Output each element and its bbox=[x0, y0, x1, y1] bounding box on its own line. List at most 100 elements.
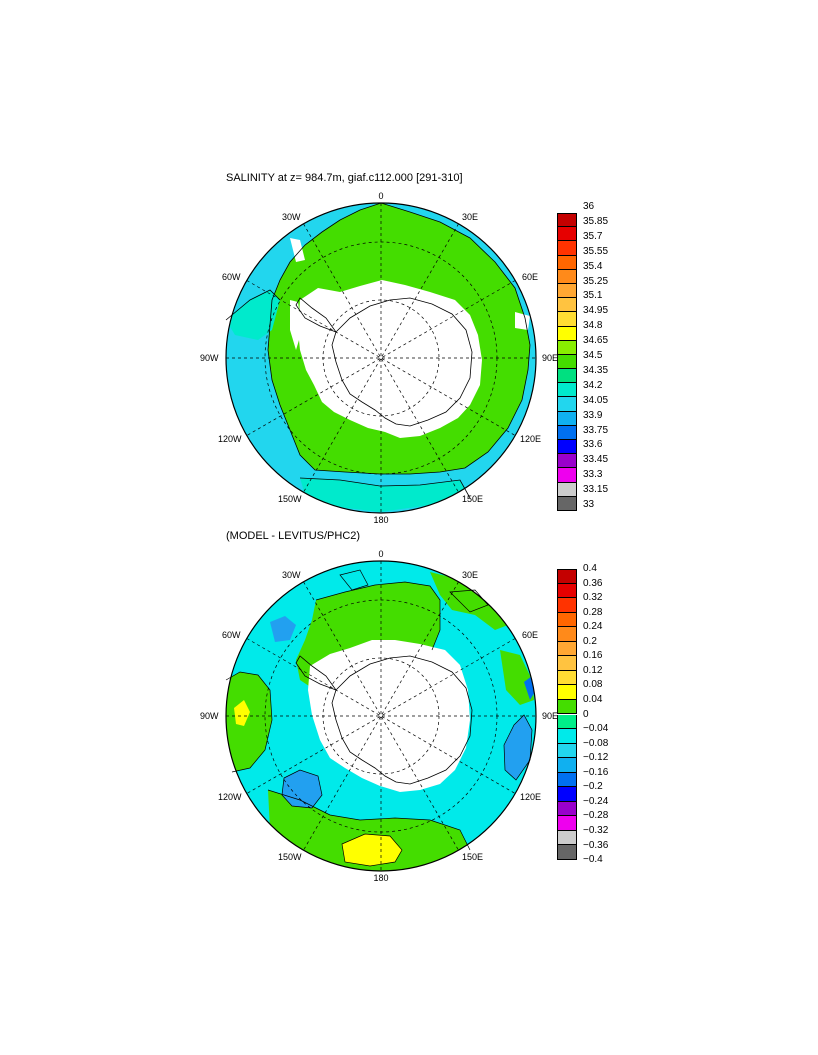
colorbar-swatch bbox=[557, 627, 577, 642]
salinity-cyan-patch-2 bbox=[300, 478, 470, 512]
meridian-label: 30E bbox=[462, 212, 478, 222]
graticule-2 bbox=[226, 561, 536, 871]
colorbar-swatch bbox=[557, 641, 577, 657]
meridian-label: 30W bbox=[282, 570, 301, 580]
difference-background-field bbox=[226, 561, 536, 871]
colorbar-swatch bbox=[557, 714, 577, 730]
colorbar-tick-label: 35.4 bbox=[583, 260, 603, 272]
colorbar-tick-label: 33.9 bbox=[583, 409, 603, 421]
colorbar-tick-label: −0.36 bbox=[583, 839, 609, 851]
meridian-label: 60E bbox=[522, 272, 538, 282]
antarctic-peninsula-1 bbox=[295, 297, 338, 333]
colorbar-swatch bbox=[557, 340, 577, 355]
colorbar-swatch bbox=[557, 496, 577, 511]
antarctica-coastline-2 bbox=[331, 655, 473, 785]
colorbar-swatch bbox=[557, 772, 577, 788]
positive-anomaly-weddell bbox=[296, 582, 440, 690]
positive-anomaly-west bbox=[226, 672, 272, 772]
colorbar-swatch bbox=[557, 425, 577, 441]
colorbar-tick-label: 0.12 bbox=[583, 664, 603, 676]
colorbar-tick-label: −0.24 bbox=[583, 795, 609, 807]
salinity-contour bbox=[267, 202, 531, 475]
meridian-label: 120W bbox=[218, 434, 242, 444]
colorbar-swatch bbox=[557, 583, 577, 599]
colorbar-swatch bbox=[557, 801, 577, 817]
colorbar-swatch bbox=[557, 685, 577, 700]
colorbar-swatch bbox=[557, 482, 577, 497]
negative-anomaly-east bbox=[504, 715, 532, 780]
negative-anomaly-northwest bbox=[270, 616, 296, 642]
colorbar-tick-label: 0.4 bbox=[583, 563, 597, 574]
colorbar-tick-label: 35.55 bbox=[583, 245, 609, 257]
colorbar-tick-label: 0.36 bbox=[583, 577, 603, 589]
colorbar-tick-label: 33.15 bbox=[583, 484, 609, 496]
colorbar-swatch bbox=[557, 454, 577, 469]
colorbar-tick-label: 0.16 bbox=[583, 650, 603, 662]
colorbar-swatch bbox=[557, 845, 577, 860]
antarctic-peninsula-2 bbox=[295, 655, 338, 691]
colorbar-tick-label: 0.2 bbox=[583, 635, 597, 647]
colorbar-tick-label: −0.2 bbox=[583, 781, 603, 793]
colorbar-tick-label: 33.6 bbox=[583, 439, 603, 451]
strong-negative-patch bbox=[524, 676, 536, 700]
meridian-label: 120E bbox=[520, 434, 541, 444]
map-title-salinity: SALINITY at z= 984.7m, giaf.c112.000 [29… bbox=[226, 172, 463, 184]
map-boundary-1 bbox=[225, 202, 537, 514]
colorbar-swatch bbox=[557, 326, 577, 341]
colorbar-swatch bbox=[557, 743, 577, 759]
meridian-label: 150E bbox=[462, 852, 483, 862]
meridian-label: 60E bbox=[522, 630, 538, 640]
colorbar-swatch bbox=[557, 729, 577, 744]
meridian-label: 150E bbox=[462, 494, 483, 504]
colorbar-tick-label: −0.08 bbox=[583, 737, 609, 749]
colorbar-tick-label: 36 bbox=[583, 201, 595, 212]
colorbar-swatch bbox=[557, 569, 577, 584]
colorbar-swatch bbox=[557, 440, 577, 455]
positive-anomaly-northeast bbox=[430, 572, 508, 630]
max-positive-anomaly bbox=[342, 834, 402, 866]
meridian-label: 30W bbox=[282, 212, 301, 222]
colorbar-tick-label: 34.35 bbox=[583, 364, 609, 376]
meridian-label: 90E bbox=[542, 353, 558, 363]
antarctic-ice-shelf-1 bbox=[298, 280, 482, 438]
meridian-label: 90E bbox=[542, 711, 558, 721]
meridian-label: 0 bbox=[378, 549, 383, 559]
colorbar-swatch bbox=[557, 598, 577, 613]
colorbar-swatch bbox=[557, 255, 577, 270]
colorbar-swatch bbox=[557, 612, 577, 628]
salinity-contour bbox=[299, 477, 471, 499]
colorbar-swatch bbox=[557, 383, 577, 398]
meridian-label: 0 bbox=[378, 191, 383, 201]
colorbar-tick-label: 34.65 bbox=[583, 335, 609, 347]
colorbar-swatch bbox=[557, 269, 577, 284]
colorbar-tick-label: −0.04 bbox=[583, 723, 609, 734]
colorbar-swatch bbox=[557, 670, 577, 686]
meridian-label: 90W bbox=[200, 711, 219, 721]
difference-contours bbox=[225, 569, 533, 867]
meridian-label: 180 bbox=[373, 515, 388, 525]
colorbar-swatch bbox=[557, 283, 577, 299]
colorbar-tick-label: 33 bbox=[583, 499, 595, 510]
colorbar-tick-label: 35.1 bbox=[583, 290, 603, 302]
meridian-label: 180 bbox=[373, 873, 388, 883]
colorbar-swatch bbox=[557, 411, 577, 426]
colorbar-swatch bbox=[557, 816, 577, 831]
antarctica-coastline-1 bbox=[331, 297, 473, 427]
positive-anomaly-south bbox=[268, 790, 470, 871]
max-positive-anomaly-2 bbox=[234, 700, 250, 726]
meridian-label: 120W bbox=[218, 792, 242, 802]
negative-anomaly-southwest bbox=[282, 770, 322, 808]
colorbar-tick-label: −0.28 bbox=[583, 810, 609, 822]
meridian-label: 30E bbox=[462, 570, 478, 580]
colorbar-swatch bbox=[557, 830, 577, 846]
salinity-contour bbox=[225, 289, 281, 321]
colorbar-tick-label: 34.05 bbox=[583, 394, 609, 406]
colorbar-swatch bbox=[557, 397, 577, 412]
colorbar-tick-label: 0.04 bbox=[583, 694, 603, 705]
colorbar-tick-label: 35.85 bbox=[583, 215, 609, 227]
meridian-label: 90W bbox=[200, 353, 219, 363]
colorbar-salinity bbox=[557, 213, 577, 511]
map-title-difference: (MODEL - LEVITUS/PHC2) bbox=[226, 530, 361, 542]
